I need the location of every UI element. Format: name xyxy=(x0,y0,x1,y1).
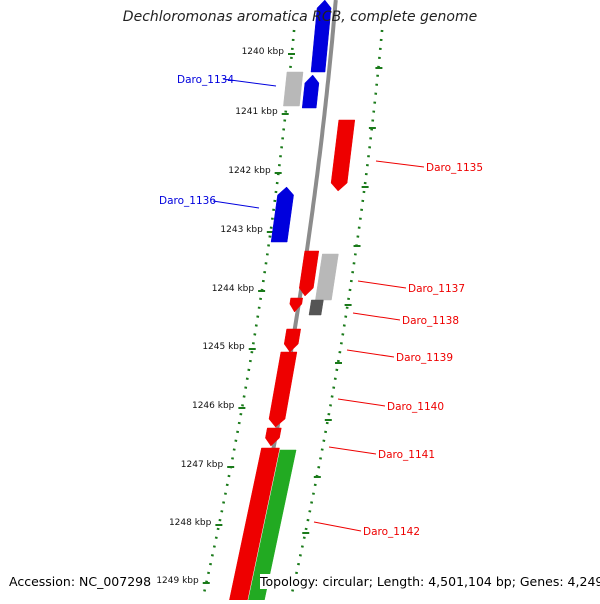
gene-label: Daro_1137 xyxy=(408,283,465,295)
gene-label: Daro_1142 xyxy=(363,526,420,538)
scale-label: 1243 kbp xyxy=(220,225,263,235)
gene-label: Daro_1134 xyxy=(177,74,234,86)
pseudo-feature xyxy=(308,299,324,316)
gene-leader-line xyxy=(337,398,386,407)
gene-leader-line xyxy=(328,446,377,455)
gene-feature xyxy=(283,328,301,353)
scale-label: 1244 kbp xyxy=(212,284,255,294)
page-title: Dechloromonas aromatica RCB, complete ge… xyxy=(122,9,478,25)
scale-label: 1249 kbp xyxy=(156,576,199,586)
gene-label: Daro_1141 xyxy=(378,449,435,461)
scale-label: 1241 kbp xyxy=(235,107,278,117)
outer-scale-arc xyxy=(289,29,384,599)
gene-leader-line xyxy=(313,521,362,532)
gene-leader-line xyxy=(346,349,395,358)
gene-label: Daro_1135 xyxy=(426,162,483,174)
gene-feature xyxy=(265,427,282,447)
gene-leader-line xyxy=(375,160,425,168)
pseudo-feature xyxy=(283,71,304,107)
gene-label: Daro_1140 xyxy=(387,401,444,413)
scale-label: 1246 kbp xyxy=(192,401,235,411)
scale-label: 1247 kbp xyxy=(181,460,224,470)
gene-feature xyxy=(301,74,320,109)
gene-leader-line xyxy=(352,312,401,321)
gene-feature xyxy=(268,351,298,428)
gene-feature xyxy=(330,119,356,192)
gene-feature xyxy=(270,186,294,243)
gene-feature xyxy=(289,297,303,313)
gene-leader-line xyxy=(212,200,260,209)
gene-feature xyxy=(299,250,320,297)
gene-leader-line xyxy=(222,78,277,87)
accession-text: Accession: NC_007298 xyxy=(9,574,152,589)
gene-label: Daro_1136 xyxy=(159,195,216,207)
gene-leader-line xyxy=(357,280,407,289)
gene-label: Daro_1139 xyxy=(396,352,453,364)
gene-label: Daro_1138 xyxy=(402,315,459,327)
gene-feature xyxy=(310,0,332,73)
inner-scale-arc xyxy=(201,29,296,599)
scale-label: 1248 kbp xyxy=(169,518,212,528)
scale-label: 1242 kbp xyxy=(228,166,271,176)
topology-text: Topology: circular; Length: 4,501,104 bp… xyxy=(260,574,600,589)
scale-label: 1245 kbp xyxy=(202,342,245,352)
pseudo-feature xyxy=(315,253,339,301)
scale-label: 1240 kbp xyxy=(242,47,285,57)
